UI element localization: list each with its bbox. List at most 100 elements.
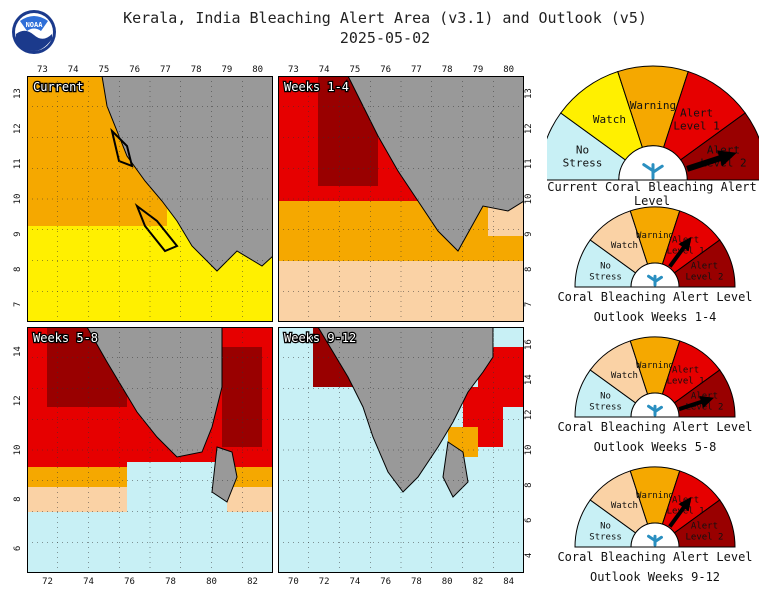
x-tick-label: 72 — [42, 577, 53, 587]
coral-icon — [647, 274, 663, 287]
map-label: Weeks 9-12 — [284, 331, 356, 345]
y-tick-label: 9 — [13, 231, 23, 236]
x-tick-label: 75 — [98, 65, 109, 75]
gauge-segment-label: Warning — [636, 361, 674, 371]
gauge-segment-label: Warning — [636, 491, 674, 501]
map-weeks-5-8: Weeks 5-8 — [27, 327, 273, 573]
gauge-segment-label: Level 1 — [667, 506, 705, 516]
y-tick-label: 4 — [524, 553, 534, 558]
y-tick-label: 6 — [524, 518, 534, 523]
x-tick-label: 73 — [288, 65, 299, 75]
gauge-weeks-5-8-subcaption: Outlook Weeks 5-8 — [593, 440, 717, 454]
map-label: Weeks 5-8 — [33, 331, 98, 345]
y-tick-label: 14 — [524, 374, 534, 385]
x-tick-label: 79 — [221, 65, 232, 75]
gauge-segment-label: Level 2 — [685, 272, 723, 282]
gauge-weeks-9-12-subcaption: Outlook Weeks 9-12 — [589, 570, 721, 584]
coral-icon — [647, 534, 663, 547]
gauge-segment-label: Alert — [691, 521, 718, 531]
x-tick-label: 75 — [349, 65, 360, 75]
svg-text:NOAA: NOAA — [26, 21, 44, 29]
x-tick-label: 76 — [380, 65, 391, 75]
x-tick-label: 73 — [37, 65, 48, 75]
x-tick-label: 74 — [83, 577, 94, 587]
gauge-weeks-5-8-caption: Coral Bleaching Alert Level — [557, 420, 753, 434]
gauge-segment-label: Stress — [589, 532, 622, 542]
gauge-segment-label: Alert — [672, 365, 699, 375]
gauge-segment-label: No — [600, 521, 611, 531]
gauge-segment-label: Warning — [630, 99, 676, 112]
y-tick-label: 8 — [524, 267, 534, 272]
x-tick-label: 78 — [442, 65, 453, 75]
x-tick-label: 80 — [503, 65, 514, 75]
y-tick-label: 10 — [524, 445, 534, 456]
x-tick-label: 77 — [160, 65, 171, 75]
x-tick-label: 72 — [319, 577, 330, 587]
x-tick-label: 76 — [380, 577, 391, 587]
y-tick-label: 8 — [13, 496, 23, 501]
map-weeks-1-4: Weeks 1-4 — [278, 76, 524, 322]
gauge-segment-label: No — [576, 144, 589, 157]
gauge-segment-label: Alert — [691, 261, 718, 271]
gauge-needle-head — [678, 496, 692, 512]
gauge-needle-head — [678, 236, 692, 252]
y-tick-label: 8 — [13, 267, 23, 272]
gauge-segment-label: Level 1 — [673, 120, 719, 133]
gauge-segment-label: Level 1 — [667, 376, 705, 386]
coral-icon — [642, 163, 664, 180]
y-tick-label: 14 — [13, 346, 23, 357]
y-tick-label: 10 — [13, 445, 23, 456]
gauge-segment-label: Level 2 — [685, 532, 723, 542]
gauge-segment-label: Stress — [589, 272, 622, 282]
x-tick-label: 77 — [411, 65, 422, 75]
y-tick-label: 10 — [524, 194, 534, 205]
x-tick-label: 82 — [472, 577, 483, 587]
gauge-weeks-1-4-caption: Coral Bleaching Alert Level — [557, 290, 753, 304]
gauge-segment-label: Watch — [593, 113, 626, 126]
x-tick-label: 80 — [252, 65, 263, 75]
page-date: 2025-05-02 — [339, 29, 431, 47]
gauge-segment-label: Alert — [680, 107, 713, 120]
x-tick-label: 74 — [68, 65, 79, 75]
x-tick-label: 74 — [349, 577, 360, 587]
y-tick-label: 13 — [524, 88, 534, 99]
gauge-segment-label: Watch — [611, 371, 638, 381]
noaa-logo: NOAA — [12, 10, 56, 54]
gauge-segment-label: Stress — [589, 402, 622, 412]
x-tick-label: 82 — [247, 577, 258, 587]
y-tick-label: 8 — [524, 482, 534, 487]
x-tick-label: 84 — [503, 577, 514, 587]
gauge-needle-head — [699, 395, 715, 408]
gauge-segment-label: Level 1 — [667, 246, 705, 256]
page-title: Kerala, India Bleaching Alert Area (v3.1… — [123, 9, 647, 27]
y-tick-label: 12 — [524, 123, 534, 134]
x-tick-label: 76 — [129, 65, 140, 75]
gauge-weeks-1-4-subcaption: Outlook Weeks 1-4 — [593, 310, 717, 324]
y-tick-label: 12 — [524, 409, 534, 420]
y-tick-label: 7 — [524, 302, 534, 307]
gauge-segment-label: Warning — [636, 231, 674, 241]
x-tick-label: 80 — [442, 577, 453, 587]
gauge-current-caption: Current Coral Bleaching Alert Level — [547, 180, 757, 208]
x-tick-label: 80 — [206, 577, 217, 587]
map-label: Weeks 1-4 — [284, 80, 349, 94]
x-tick-label: 78 — [191, 65, 202, 75]
gauge-segment-label: Stress — [563, 157, 603, 170]
gauge-segment-label: Alert — [691, 391, 718, 401]
y-tick-label: 16 — [524, 339, 534, 350]
map-current: Current — [27, 76, 273, 322]
y-tick-label: 10 — [13, 194, 23, 205]
y-tick-label: 6 — [13, 546, 23, 551]
map-weeks-9-12: Weeks 9-12 — [278, 327, 524, 573]
coral-icon — [647, 404, 663, 417]
y-tick-label: 13 — [13, 88, 23, 99]
y-tick-label: 7 — [13, 302, 23, 307]
x-tick-label: 78 — [165, 577, 176, 587]
map-label: Current — [33, 80, 84, 94]
gauge-segment-label: Level 2 — [685, 402, 723, 412]
